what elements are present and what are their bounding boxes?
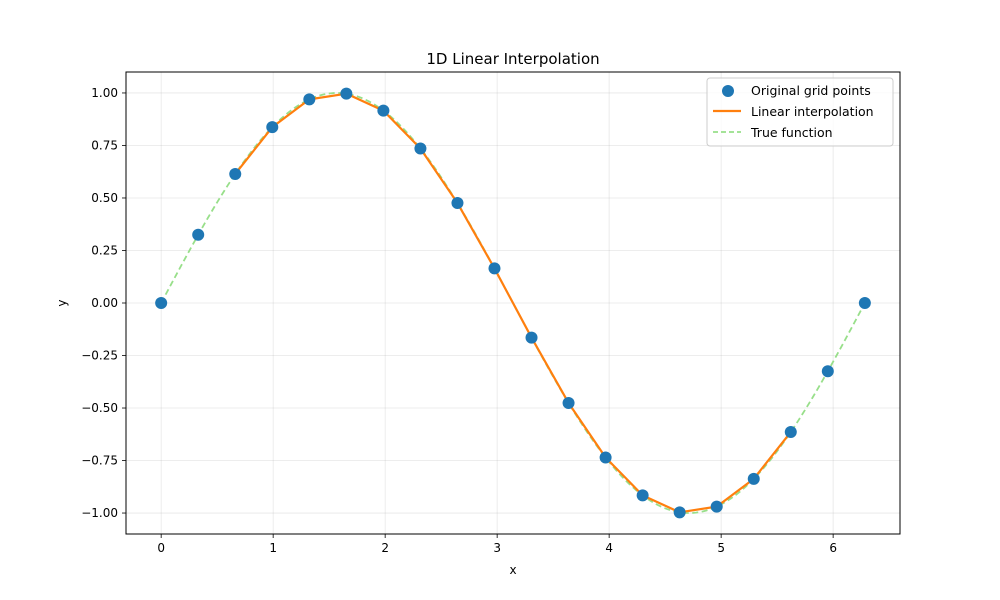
data-point <box>858 297 871 309</box>
data-point <box>229 167 242 180</box>
original-grid-points <box>155 87 871 519</box>
y-axis-label: y <box>55 299 69 306</box>
y-tick-label: −0.25 <box>81 349 118 363</box>
x-tick-label: 2 <box>381 541 389 555</box>
data-point <box>636 489 649 502</box>
y-tick-label: −0.75 <box>81 454 118 468</box>
data-point <box>377 104 390 117</box>
x-tick-label: 0 <box>157 541 165 555</box>
linear-interpolation-line <box>234 92 792 514</box>
data-point <box>599 451 612 464</box>
y-tick-label: 0.25 <box>91 243 118 257</box>
data-point <box>747 472 760 485</box>
x-tick-label: 4 <box>605 541 613 555</box>
data-point <box>562 396 575 409</box>
legend-label-interp: Linear interpolation <box>751 104 874 119</box>
x-tick-label: 6 <box>829 541 837 555</box>
grid-lines <box>126 72 900 534</box>
x-axis-label: x <box>509 563 516 577</box>
data-point <box>673 506 686 519</box>
y-tick-label: 1.00 <box>91 86 118 100</box>
y-tick-label: 0.75 <box>91 138 118 152</box>
legend-label-true: True function <box>750 125 833 140</box>
data-point <box>784 426 797 439</box>
legend: Original grid points Linear interpolatio… <box>706 77 894 147</box>
y-tick-label: 0.50 <box>91 191 118 205</box>
legend-marker-points-icon <box>722 85 734 97</box>
chart-title: 1D Linear Interpolation <box>426 50 599 68</box>
legend-label-points: Original grid points <box>751 83 871 98</box>
x-tick-label: 3 <box>493 541 501 555</box>
data-point <box>525 331 538 344</box>
y-tick-label: −0.50 <box>81 401 118 415</box>
y-axis-ticks: 1.00 0.75 0.50 0.25 0.00 −0.25 −0.50 −0.75 −1.00 <box>81 86 126 520</box>
data-point <box>266 121 279 134</box>
data-point <box>451 197 464 210</box>
data-point <box>821 365 834 378</box>
y-tick-label: 0.00 <box>91 296 118 310</box>
x-tick-label: 1 <box>269 541 277 555</box>
x-tick-label: 5 <box>717 541 725 555</box>
data-point <box>414 142 427 155</box>
data-point <box>155 297 168 309</box>
x-axis-ticks: 0 1 2 3 4 5 6 <box>157 534 837 555</box>
data-point <box>192 228 205 241</box>
data-point <box>303 93 316 106</box>
y-tick-label: −1.00 <box>81 506 118 520</box>
data-point <box>710 500 723 513</box>
data-point <box>340 87 353 100</box>
data-point <box>488 262 501 275</box>
legend-box <box>706 77 894 147</box>
